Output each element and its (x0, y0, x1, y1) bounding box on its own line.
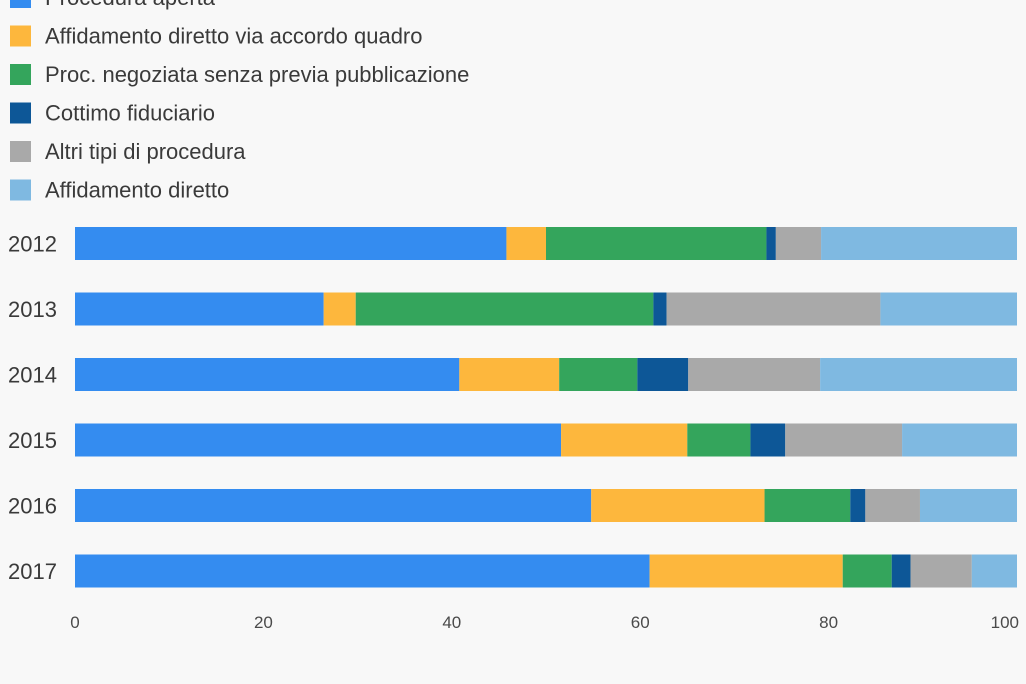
legend-swatch (10, 179, 31, 201)
legend-label: Proc. negoziata senza previa pubblicazio… (45, 62, 469, 87)
bar-segment-2016-affidamento-diretto (919, 489, 1017, 522)
x-tick-label-0: 0 (70, 613, 79, 632)
bar-segment-2017-affidamento-diretto (971, 554, 1017, 588)
bar-segment-2015-affidamento-diretto (902, 423, 1017, 457)
bar-segment-2014-affidamento-diretto (820, 358, 1017, 391)
legend-swatch (10, 25, 31, 47)
bar-row-2015 (75, 423, 1017, 457)
x-tick-label-60: 60 (631, 613, 650, 632)
bar-segment-2014-affidamento-diretto-via-accordo-quadro (459, 358, 560, 391)
bar-segment-2013-cottimo-fiduciario (653, 292, 667, 326)
legend-swatch (10, 64, 31, 85)
legend-item-proc-negoziata-senza-previa-pubblicazione: Proc. negoziata senza previa pubblicazio… (10, 62, 469, 87)
bar-segment-2016-altri-tipi-di-procedura (865, 489, 920, 522)
bar-segment-2017-altri-tipi-di-procedura (910, 554, 972, 588)
bar-segment-2017-affidamento-diretto-via-accordo-quadro (649, 554, 843, 588)
y-tick-label-2016: 2016 (8, 494, 57, 519)
legend-swatch (10, 141, 31, 162)
x-axis-ticks: 0 20 40 60 80 100 (70, 613, 1019, 632)
y-axis-ticks: 2012 2013 2014 2015 2016 2017 (8, 232, 57, 585)
bar-segment-2017-cottimo-fiduciario (891, 554, 911, 588)
bar-segment-2015-altri-tipi-di-procedura (785, 423, 903, 457)
legend-label: Affidamento diretto (45, 178, 229, 203)
legend-swatch (10, 102, 31, 124)
x-tick-label-100: 100 (991, 613, 1019, 632)
legend-item-cottimo-fiduciario: Cottimo fiduciario (10, 101, 215, 126)
bar-segment-2012-procedura-aperta (75, 227, 507, 260)
y-tick-label-2017: 2017 (8, 559, 57, 584)
bar-segment-2015-proc-negoziata-senza-previa-pubblicazione (687, 423, 751, 457)
plot-area (75, 227, 1017, 588)
legend-item-altri-tipi-di-procedura: Altri tipi di procedura (10, 139, 246, 164)
bar-segment-2017-proc-negoziata-senza-previa-pubblicazione (842, 554, 892, 588)
bar-segment-2017-procedura-aperta (75, 554, 650, 588)
bar-segment-2012-altri-tipi-di-procedura (775, 227, 822, 260)
bar-segment-2014-cottimo-fiduciario (637, 358, 689, 391)
bar-segment-2016-cottimo-fiduciario (850, 489, 866, 522)
bar-row-2014 (75, 358, 1017, 391)
x-tick-label-80: 80 (819, 613, 838, 632)
bar-segment-2012-cottimo-fiduciario (766, 227, 776, 260)
bar-segment-2013-proc-negoziata-senza-previa-pubblicazione (355, 292, 654, 326)
legend-label: Affidamento diretto via accordo quadro (45, 24, 423, 49)
y-tick-label-2015: 2015 (8, 428, 57, 453)
bar-segment-2012-proc-negoziata-senza-previa-pubblicazione (546, 227, 767, 260)
bar-row-2013 (75, 292, 1017, 326)
bar-segment-2013-affidamento-diretto (880, 292, 1017, 326)
legend-label: Procedura aperta (45, 0, 216, 10)
y-tick-label-2014: 2014 (8, 363, 57, 388)
x-tick-label-40: 40 (442, 613, 461, 632)
bar-segment-2013-affidamento-diretto-via-accordo-quadro (323, 292, 356, 326)
y-tick-label-2013: 2013 (8, 297, 57, 322)
bar-segment-2012-affidamento-diretto (821, 227, 1017, 260)
legend-swatch (10, 0, 31, 8)
legend-label: Altri tipi di procedura (45, 139, 246, 164)
legend-item-affidamento-diretto-via-accordo-quadro: Affidamento diretto via accordo quadro (10, 24, 423, 49)
bar-segment-2016-procedura-aperta (75, 489, 592, 522)
bar-row-2017 (75, 554, 1017, 588)
bar-segment-2014-altri-tipi-di-procedura (688, 358, 821, 391)
y-tick-label-2012: 2012 (8, 232, 57, 257)
legend: Procedura aperta Affidamento diretto via … (10, 0, 469, 203)
bar-row-2012 (75, 227, 1017, 260)
bar-segment-2015-affidamento-diretto-via-accordo-quadro (561, 423, 688, 457)
bar-segment-2012-affidamento-diretto-via-accordo-quadro (506, 227, 546, 260)
bar-row-2016 (75, 489, 1017, 522)
bar-segment-2016-proc-negoziata-senza-previa-pubblicazione (764, 489, 851, 522)
x-tick-label-20: 20 (254, 613, 273, 632)
legend-item-affidamento-diretto: Affidamento diretto (10, 178, 229, 203)
legend-label: Cottimo fiduciario (45, 101, 215, 126)
bar-segment-2014-procedura-aperta (75, 358, 460, 391)
bar-segment-2013-altri-tipi-di-procedura (666, 292, 881, 326)
bar-segment-2013-procedura-aperta (75, 292, 324, 326)
legend-item-procedura-aperta: Procedura aperta (10, 0, 216, 10)
bar-segment-2015-procedura-aperta (75, 423, 562, 457)
bar-segment-2016-affidamento-diretto-via-accordo-quadro (591, 489, 765, 522)
bar-segment-2015-cottimo-fiduciario (750, 423, 786, 457)
bar-segment-2014-proc-negoziata-senza-previa-pubblicazione (559, 358, 638, 391)
